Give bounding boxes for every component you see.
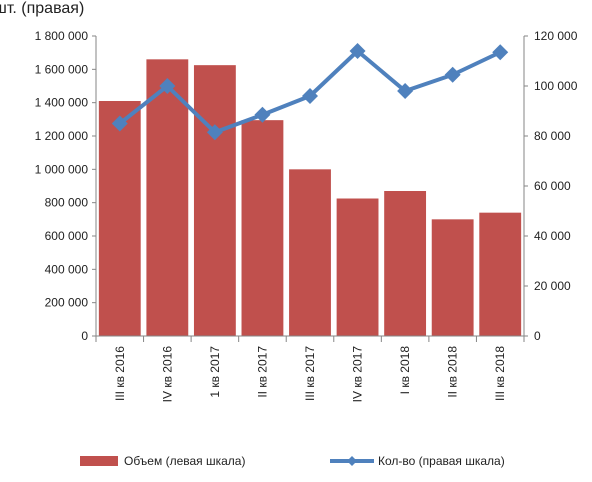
right-tick-label: 60 000 — [534, 179, 571, 193]
x-tick-label: II кв 2017 — [255, 346, 269, 398]
right-tick-label: 20 000 — [534, 279, 571, 293]
right-tick-label: 80 000 — [534, 129, 571, 143]
legend: Объем (левая шкала) Кол-во (правая шкала) — [80, 454, 505, 468]
bar — [98, 101, 141, 336]
line-point-marker — [302, 88, 318, 104]
x-tick-label: IV кв 2016 — [160, 346, 174, 403]
left-tick-label: 600 000 — [45, 229, 89, 243]
left-tick-label: 1 200 000 — [35, 129, 89, 143]
left-tick-label: 0 — [81, 329, 88, 343]
bar — [193, 65, 236, 337]
bar — [241, 120, 284, 337]
line-point-marker — [444, 66, 461, 83]
left-tick-label: 200 000 — [45, 296, 89, 310]
bar — [431, 219, 474, 336]
line-point-marker — [492, 44, 509, 61]
left-tick-label: 1 600 000 — [35, 62, 89, 76]
x-tick-label: IV кв 2017 — [351, 346, 365, 403]
bar — [336, 198, 379, 336]
line-point-marker — [206, 124, 223, 141]
left-tick-label: 400 000 — [45, 262, 89, 276]
legend-swatch-bar — [80, 456, 118, 466]
left-tick-label: 800 000 — [45, 196, 89, 210]
line-point-marker — [254, 106, 271, 123]
bar — [289, 169, 331, 336]
plot-area: 0 200 000 400 000 600 000 800 000 1 000 000 1 … — [35, 29, 578, 402]
right-tick-label: 100 000 — [534, 79, 578, 93]
line-point-marker — [111, 115, 128, 132]
line-point-marker — [349, 43, 366, 59]
legend-swatch-marker — [347, 456, 357, 466]
legend-label-line: Кол-во (правая шкала) — [378, 454, 505, 468]
right-tick-label: 40 000 — [534, 229, 571, 243]
right-tick-label: 120 000 — [534, 29, 578, 43]
x-tick-label: I кв 2018 — [398, 346, 412, 395]
bar — [146, 59, 189, 336]
bar — [479, 212, 522, 336]
legend-label-bar: Объем (левая шкала) — [124, 454, 245, 468]
left-tick-label: 1 800 000 — [35, 29, 89, 43]
chart-title-fragment: шт. (правая) — [0, 0, 84, 17]
right-tick-label: 0 — [534, 329, 541, 343]
x-tick-label: 1 кв 2017 — [208, 346, 222, 398]
bar — [384, 191, 427, 336]
x-tick-label: II кв 2018 — [446, 346, 460, 398]
x-tick-label: III кв 2016 — [113, 346, 127, 401]
line-point-marker — [159, 78, 176, 94]
left-tick-label: 1 400 000 — [35, 96, 89, 110]
line-point-marker — [397, 83, 414, 99]
x-tick-label: III кв 2018 — [493, 346, 507, 401]
left-tick-label: 1 000 000 — [35, 162, 89, 176]
x-tick-label: III кв 2017 — [303, 346, 317, 401]
